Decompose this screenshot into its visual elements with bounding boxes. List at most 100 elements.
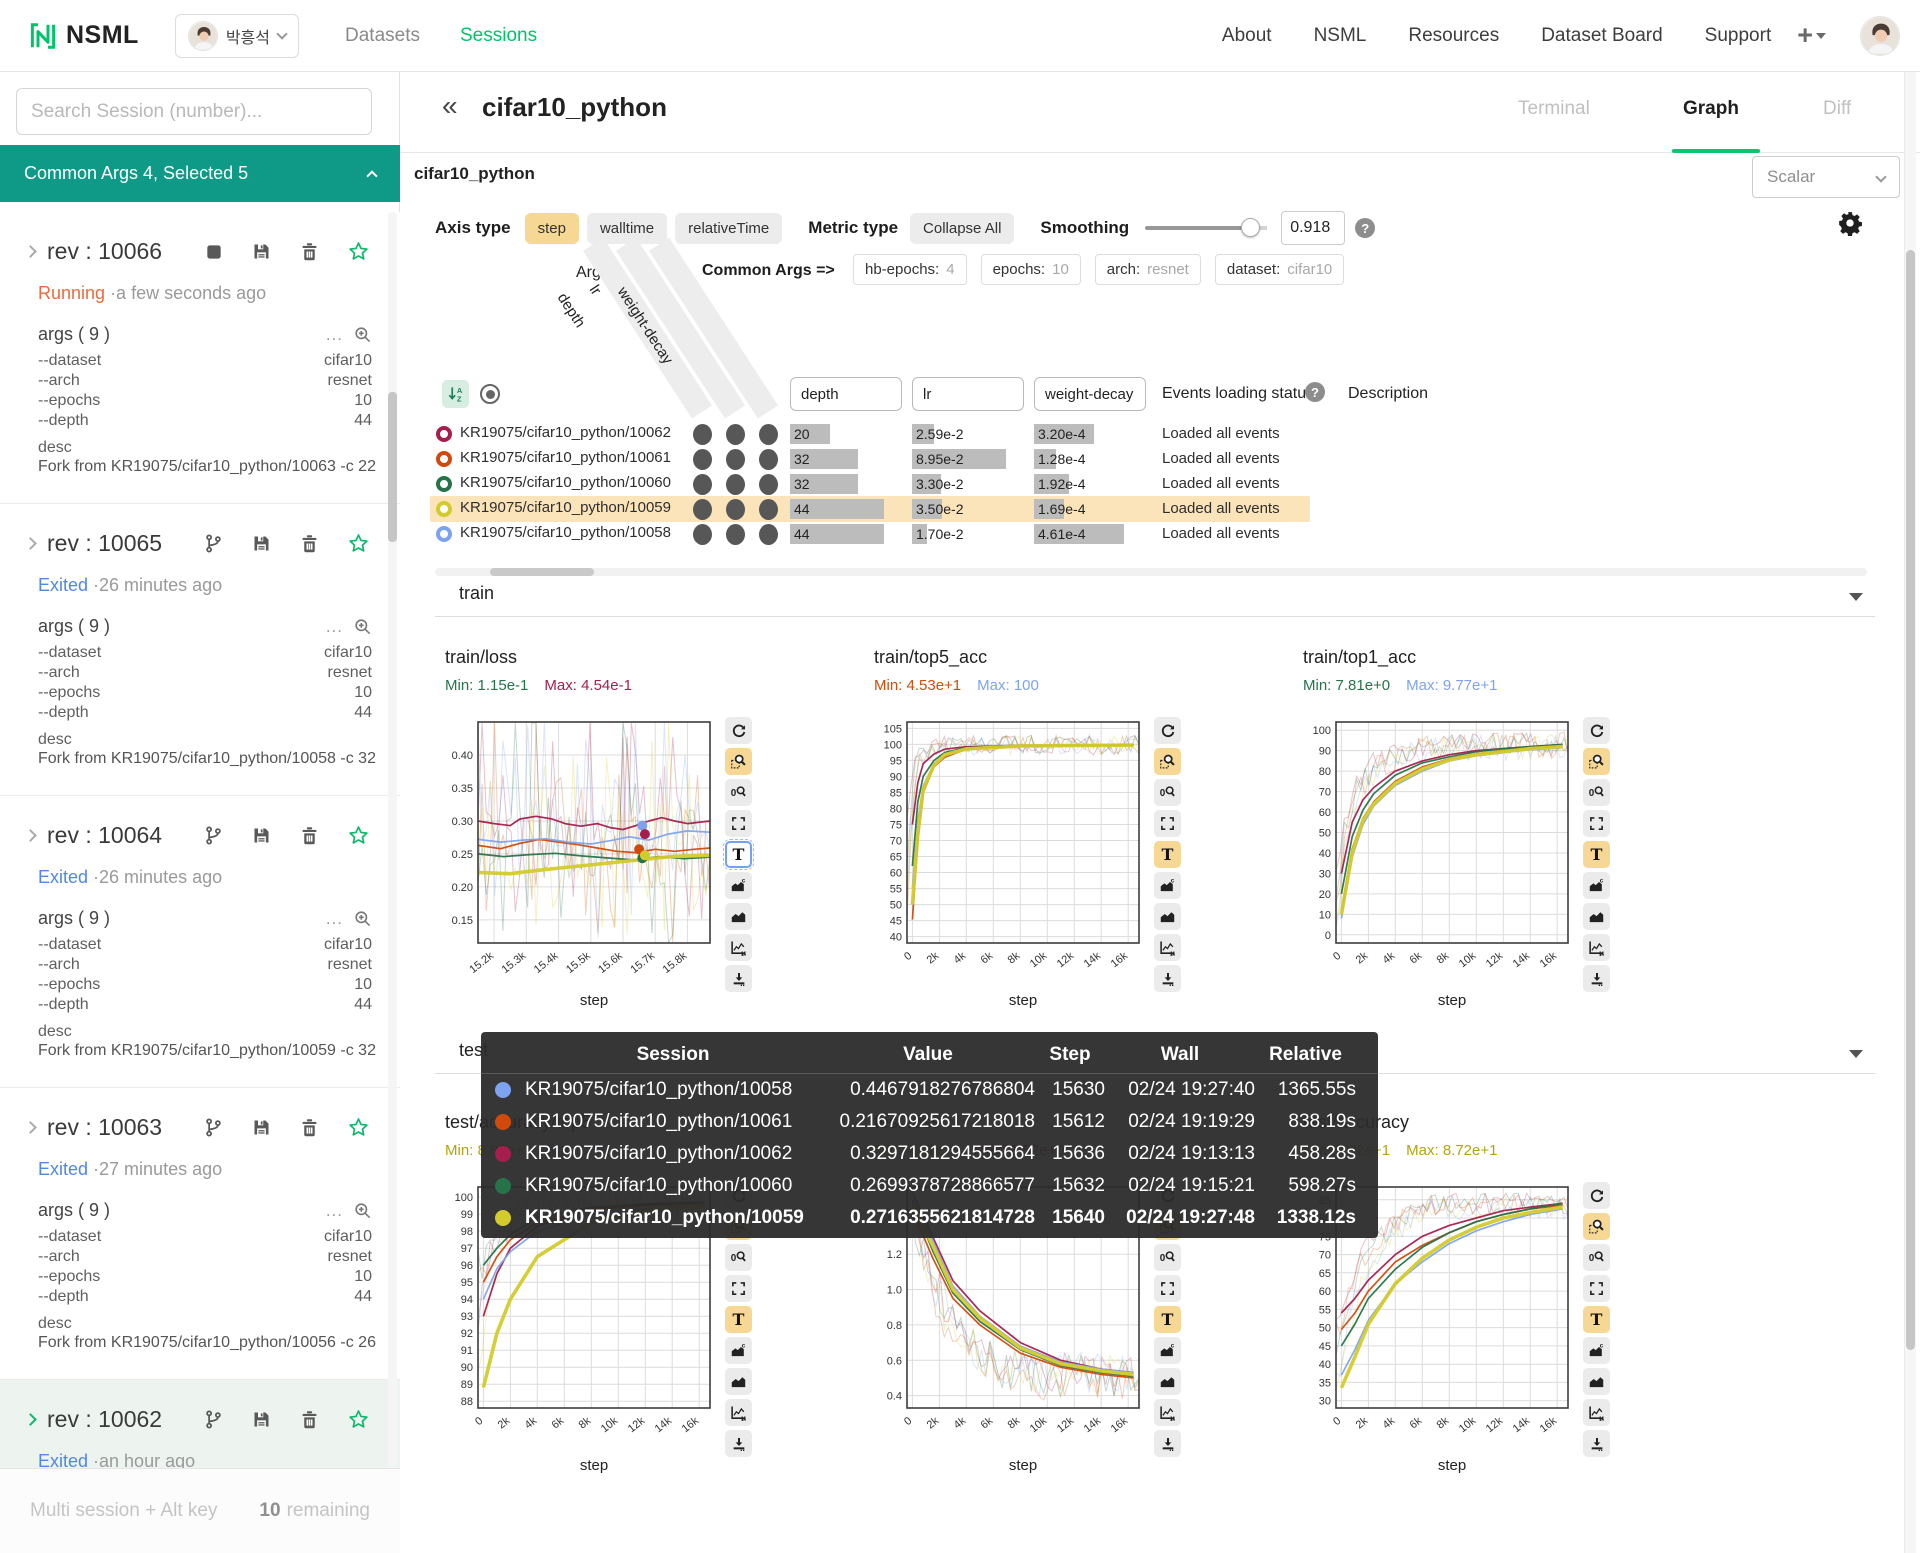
refresh-icon[interactable] <box>1583 717 1610 744</box>
collapse-all-button[interactable]: Collapse All <box>910 212 1015 244</box>
zoom-reset-icon[interactable]: 0 <box>1154 1244 1181 1271</box>
zoom-select-icon[interactable] <box>1583 1213 1610 1240</box>
tooltip-toggle-button[interactable]: T <box>723 839 754 870</box>
save-icon[interactable] <box>251 825 272 846</box>
filter-lr-input[interactable] <box>912 377 1024 411</box>
collapse-caret-icon[interactable] <box>1849 593 1863 601</box>
mean-chart-icon[interactable]: μ <box>1154 934 1181 961</box>
table-row[interactable]: KR19075/cifar10_python/10058 44 1.70e-2 4.6… <box>400 522 1920 546</box>
fullscreen-icon[interactable] <box>1583 1275 1610 1302</box>
smoothing-slider[interactable] <box>1145 218 1268 237</box>
collapse-sidebar-button[interactable]: « <box>442 90 458 121</box>
download-icon[interactable] <box>725 1430 752 1457</box>
fork-icon[interactable] <box>203 533 224 554</box>
metric-kind-select[interactable]: Scalar <box>1752 156 1900 198</box>
table-row[interactable]: KR19075/cifar10_python/10060 32 3.30e-2 1.9… <box>400 472 1920 496</box>
chevron-right-icon[interactable] <box>24 1121 37 1134</box>
axis-type-step[interactable]: step <box>524 212 579 244</box>
events-help-icon[interactable]: ? <box>1305 382 1325 402</box>
fullscreen-icon[interactable] <box>725 1275 752 1302</box>
nav-item-support[interactable]: Support <box>1704 24 1772 46</box>
ellipsis-icon[interactable]: ... <box>325 1200 343 1220</box>
mean-chart-icon[interactable]: μ <box>725 1399 752 1426</box>
trash-icon[interactable] <box>299 533 320 554</box>
search-plus-icon[interactable] <box>353 909 372 928</box>
star-icon[interactable] <box>347 824 370 847</box>
fullscreen-icon[interactable] <box>1154 810 1181 837</box>
smoothing-input[interactable] <box>1281 211 1346 245</box>
session-name[interactable]: KR19075/cifar10_python/10061 <box>460 449 671 466</box>
area-chart-icon[interactable] <box>1154 1368 1181 1395</box>
tooltip-toggle-button[interactable]: T <box>1154 841 1181 868</box>
session-name[interactable]: KR19075/cifar10_python/10059 <box>460 499 671 516</box>
area-chart-icon[interactable] <box>725 1368 752 1395</box>
trash-icon[interactable] <box>299 1409 320 1430</box>
axis-type-relativetime[interactable]: relativeTime <box>675 212 783 244</box>
window-scrollbar-thumb[interactable] <box>1906 250 1915 1350</box>
session-card-10066[interactable]: rev : 10066 Running ·a few seconds ago arg… <box>0 212 400 504</box>
session-card-10065[interactable]: rev : 10065 Exited ·26 minutes ago args ( … <box>0 504 400 796</box>
table-row[interactable]: KR19075/cifar10_python/10062 20 2.59e-2 3.2… <box>400 422 1920 446</box>
download-icon[interactable] <box>725 965 752 992</box>
trash-icon[interactable] <box>299 825 320 846</box>
nsml-logo[interactable]: NSML <box>28 21 139 51</box>
smoothing-help-icon[interactable]: ? <box>1355 218 1376 238</box>
refresh-icon[interactable] <box>1154 717 1181 744</box>
tooltip-toggle-button[interactable]: T <box>1154 1306 1181 1333</box>
table-row[interactable]: KR19075/cifar10_python/10059 44 3.50e-2 1.6… <box>400 496 1920 522</box>
mean-chart-icon[interactable]: μ <box>1154 1399 1181 1426</box>
session-name[interactable]: KR19075/cifar10_python/10060 <box>460 474 671 491</box>
area-chart-icon[interactable] <box>1154 903 1181 930</box>
save-icon[interactable] <box>251 241 272 262</box>
session-card-10063[interactable]: rev : 10063 Exited ·27 minutes ago args ( … <box>0 1088 400 1380</box>
fork-icon[interactable] <box>203 1409 224 1430</box>
trash-icon[interactable] <box>299 241 320 262</box>
sidebar-scrollbar-thumb[interactable] <box>388 392 397 542</box>
cumulative-chart-icon[interactable]: c <box>1154 872 1181 899</box>
nav-item-datasets[interactable]: Datasets <box>345 24 420 46</box>
ellipsis-icon[interactable]: ... <box>325 908 343 928</box>
filter-weight-decay-input[interactable] <box>1034 377 1146 411</box>
cumulative-chart-icon[interactable]: c <box>1583 872 1610 899</box>
star-icon[interactable] <box>347 1116 370 1139</box>
sidebar-scrollbar[interactable] <box>388 212 397 1468</box>
settings-gear-icon[interactable] <box>1837 210 1863 241</box>
download-icon[interactable] <box>1154 1430 1181 1457</box>
tab-graph[interactable]: Graph <box>1683 98 1739 119</box>
nav-item-about[interactable]: About <box>1221 24 1272 46</box>
zoom-select-icon[interactable] <box>1154 748 1181 775</box>
download-icon[interactable] <box>1583 1430 1610 1457</box>
chart-plot[interactable]: 105 100 95 90 85 80 75 70 65 60 55 50 45 400 2k 4k 6k 8k 1… <box>874 714 1145 981</box>
chevron-right-icon[interactable] <box>24 829 37 842</box>
zoom-select-icon[interactable] <box>725 748 752 775</box>
star-icon[interactable] <box>347 532 370 555</box>
star-icon[interactable] <box>347 1408 370 1431</box>
nav-item-sessions[interactable]: Sessions <box>459 24 538 46</box>
session-name[interactable]: KR19075/cifar10_python/10062 <box>460 424 671 441</box>
user-avatar[interactable] <box>1860 15 1900 56</box>
search-input[interactable] <box>16 88 372 135</box>
fullscreen-icon[interactable] <box>1154 1275 1181 1302</box>
refresh-icon[interactable] <box>1583 1182 1610 1209</box>
nav-item-resources[interactable]: Resources <box>1408 24 1500 46</box>
fullscreen-icon[interactable] <box>1583 810 1610 837</box>
zoom-reset-icon[interactable]: 0 <box>1583 779 1610 806</box>
search-plus-icon[interactable] <box>353 325 372 344</box>
chevron-right-icon[interactable] <box>24 245 37 258</box>
download-icon[interactable] <box>1583 965 1610 992</box>
chevron-right-icon[interactable] <box>24 537 37 550</box>
tooltip-toggle-button[interactable]: T <box>1583 841 1610 868</box>
radio-filter-icon[interactable] <box>480 384 500 404</box>
trash-icon[interactable] <box>299 1117 320 1138</box>
search-plus-icon[interactable] <box>353 617 372 636</box>
zoom-select-icon[interactable] <box>1583 748 1610 775</box>
zoom-reset-icon[interactable]: 0 <box>1154 779 1181 806</box>
mean-chart-icon[interactable]: μ <box>1583 934 1610 961</box>
common-args-header[interactable]: Common Args 4, Selected 5 <box>0 145 400 202</box>
fullscreen-icon[interactable] <box>725 810 752 837</box>
cumulative-chart-icon[interactable]: c <box>725 1337 752 1364</box>
